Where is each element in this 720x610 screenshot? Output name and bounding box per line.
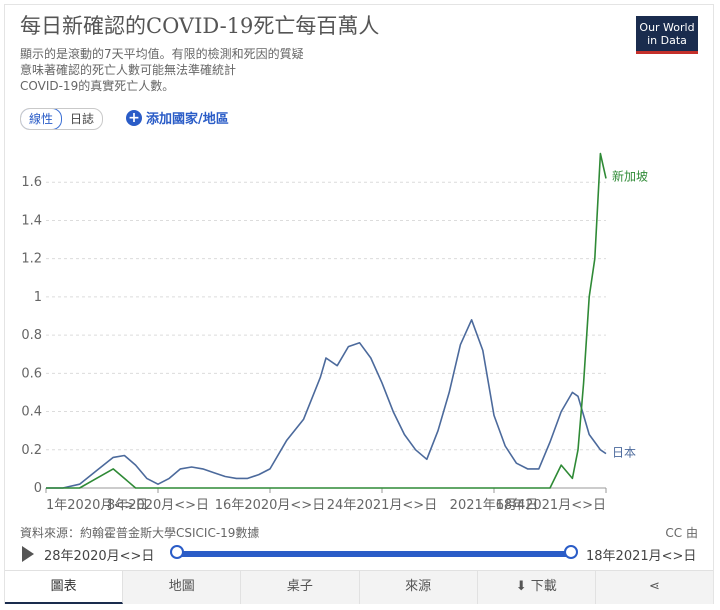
timeline-start-label: 28年2020月<>日 xyxy=(44,549,155,564)
y-tick-label: 1 xyxy=(34,290,42,305)
timeline-start-handle[interactable] xyxy=(170,545,184,559)
logo-line-1: Our World xyxy=(639,21,695,34)
timeline: 28年2020月<>日 18年2021月<>日 xyxy=(0,540,720,568)
x-tick-label: 24年2021月<>日 xyxy=(327,498,437,513)
download-icon: ⬇ xyxy=(515,579,527,594)
tab-map[interactable]: 地圖 xyxy=(123,571,242,604)
y-tick-label: 0.2 xyxy=(21,443,42,458)
y-tick-label: 1.2 xyxy=(21,252,42,267)
y-tick-label: 0 xyxy=(34,481,42,496)
timeline-track[interactable] xyxy=(176,551,572,557)
series-line[interactable] xyxy=(46,152,607,489)
line-chart: 0 0.2 0.4 0.6 0.8 1 1.2 1.4 1.6 1年2020月<>日8年2020… xyxy=(21,152,648,513)
share-icon: ⋖ xyxy=(648,579,660,594)
x-tick-label: 16年2020月<>日 xyxy=(215,498,325,513)
tab-table[interactable]: 桌子 xyxy=(241,571,360,604)
timeline-end-handle[interactable] xyxy=(564,545,578,559)
tab-chart[interactable]: 圖表 xyxy=(5,571,124,604)
play-icon[interactable] xyxy=(22,546,34,562)
series-line[interactable] xyxy=(46,319,607,489)
y-tick-label: 1.4 xyxy=(21,213,42,228)
linear-scale-button[interactable]: 線性 xyxy=(21,109,63,129)
series-label-singapore[interactable]: 新加坡 xyxy=(612,168,648,183)
source-note[interactable]: 資料來源：約翰霍普金斯大學CSICIC-19數據 xyxy=(20,526,260,540)
x-tick-label: 1年2020月<>日 xyxy=(46,498,148,513)
tab-download-label: 下載 xyxy=(530,579,557,594)
series-label-japan[interactable]: 日本 xyxy=(612,446,636,460)
license-note[interactable]: CC 由 xyxy=(665,526,698,540)
y-tick-label: 0.8 xyxy=(21,328,42,343)
x-tick-label: 18年2021月<>日 xyxy=(496,498,606,513)
add-country-button[interactable]: + 添加國家/地區 xyxy=(126,108,229,127)
log-scale-button[interactable]: 日誌 xyxy=(70,112,95,126)
x-tick-label: 2021年6月4日 xyxy=(450,498,539,513)
tab-sources[interactable]: 來源 xyxy=(359,571,478,604)
x-tick-label: 8年2020月<>日 xyxy=(107,498,209,513)
chart-title: 每日新確認的COVID-19死亡每百萬人 xyxy=(20,14,380,38)
series-lines xyxy=(46,152,607,489)
chart-grid xyxy=(46,181,606,489)
scale-toggle: 線性 日誌 xyxy=(20,108,104,130)
y-tick-label: 0.6 xyxy=(21,366,42,381)
plus-circle-icon: + xyxy=(126,109,142,126)
timeline-end-label: 18年2021月<>日 xyxy=(586,549,697,564)
tab-bar: 圖表 地圖 桌子 來源 ⬇ 下載 ⋖ xyxy=(5,570,714,604)
tab-download[interactable]: ⬇ 下載 xyxy=(477,571,596,604)
owid-logo[interactable]: Our World in Data xyxy=(636,16,698,54)
logo-line-2: in Data xyxy=(647,34,687,47)
tab-share[interactable]: ⋖ xyxy=(595,571,714,604)
y-tick-label: 0.4 xyxy=(21,405,42,420)
chart-subtitle: 顯示的是滾動的7天平均值。有限的檢測和死因的質疑 意味著確認的死亡人數可能無法準… xyxy=(20,47,304,93)
add-country-label: 添加國家/地區 xyxy=(146,112,229,127)
y-tick-label: 1.6 xyxy=(21,175,42,190)
y-axis-ticks: 0 0.2 0.4 0.6 0.8 1 1.2 1.4 1.6 xyxy=(21,175,42,496)
